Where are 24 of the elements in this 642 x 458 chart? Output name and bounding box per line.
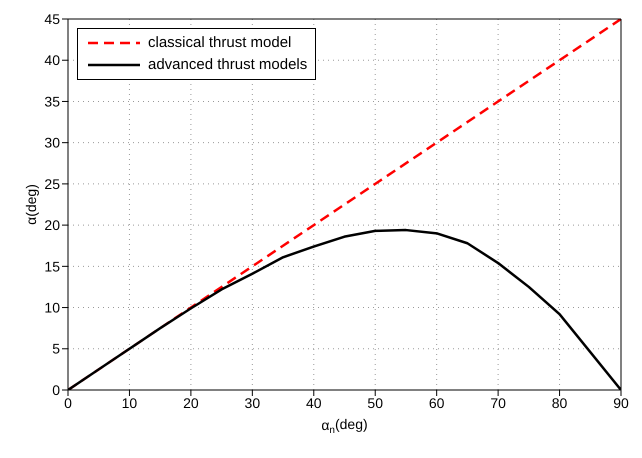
x-tick-label: 40	[306, 394, 322, 411]
y-tick-label: 40	[44, 52, 60, 68]
legend-label: advanced thrust models	[148, 55, 308, 75]
x-tick-label: 30	[244, 394, 260, 411]
x-tick-label: 10	[122, 394, 138, 411]
legend-label: classical thrust model	[148, 33, 292, 53]
y-tick-label: 15	[44, 258, 60, 274]
x-tick-label: 70	[490, 394, 506, 411]
x-tick-label: 60	[428, 394, 445, 411]
x-tick-label: 80	[552, 394, 568, 411]
x-tick-label: 50	[367, 394, 384, 411]
x-tick-label: 0	[64, 394, 72, 411]
y-axis-title: α(deg)	[23, 184, 39, 225]
y-tick-label: 20	[44, 217, 60, 234]
y-tick-label: 10	[44, 300, 60, 316]
x-tick-label: 20	[183, 394, 199, 411]
y-tick-label: 5	[52, 340, 60, 357]
x-axis-title: α$_{n}$(deg)	[321, 416, 368, 436]
y-tick-label: 0	[52, 382, 60, 398]
y-tick-label: 35	[44, 93, 60, 110]
y-tick-label: 30	[44, 134, 60, 151]
x-tick-label: 90	[613, 394, 629, 411]
y-tick-label: 45	[44, 10, 60, 27]
y-tick-label: 25	[44, 176, 60, 192]
